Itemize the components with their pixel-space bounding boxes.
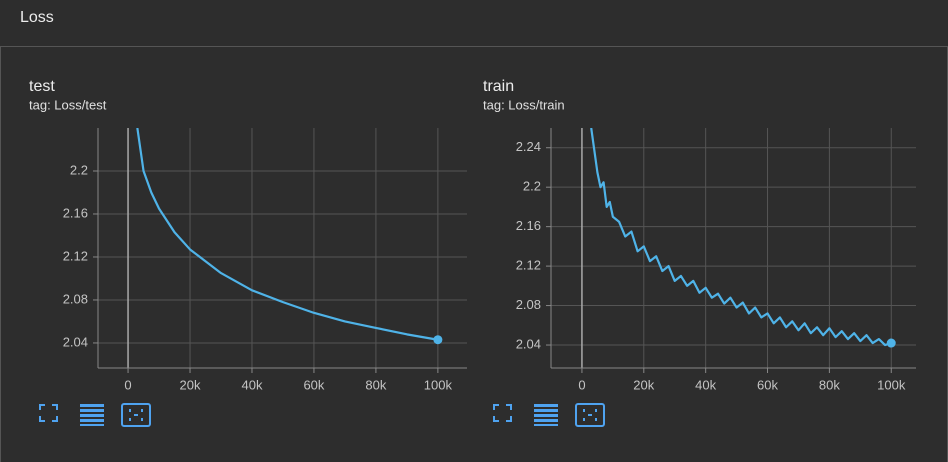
chart-toolbar bbox=[493, 403, 605, 427]
fit-domain-button[interactable] bbox=[121, 403, 151, 427]
y-tick-label: 2.16 bbox=[63, 205, 88, 220]
x-tick-label: 80k bbox=[365, 377, 386, 392]
y-tick-label: 2.24 bbox=[516, 139, 541, 154]
x-tick-label: 100k bbox=[877, 377, 906, 392]
x-tick-label: 60k bbox=[757, 377, 778, 392]
chart-toolbar bbox=[39, 403, 151, 427]
series-line bbox=[136, 128, 439, 341]
chart-subtitle: tag: Loss/train bbox=[483, 97, 565, 112]
group-title: Loss bbox=[20, 9, 54, 26]
x-tick-label: 60k bbox=[303, 377, 324, 392]
y-tick-label: 2.12 bbox=[63, 248, 88, 263]
y-tick-label: 2.08 bbox=[516, 297, 541, 312]
log-scale-button[interactable] bbox=[80, 404, 104, 426]
x-tick-label: 40k bbox=[241, 377, 262, 392]
x-tick-label: 20k bbox=[633, 377, 654, 392]
y-tick-label: 2.04 bbox=[516, 336, 541, 351]
fullscreen-button[interactable] bbox=[39, 404, 58, 422]
x-tick-label: 0 bbox=[124, 377, 131, 392]
x-tick-label: 100k bbox=[424, 377, 453, 392]
y-tick-label: 2.16 bbox=[516, 218, 541, 233]
last-point bbox=[433, 335, 443, 345]
x-tick-label: 0 bbox=[578, 377, 585, 392]
chart-subtitle: tag: Loss/test bbox=[29, 97, 107, 112]
x-tick-label: 20k bbox=[180, 377, 201, 392]
series-line bbox=[590, 128, 892, 347]
x-tick-label: 40k bbox=[695, 377, 716, 392]
y-tick-label: 2.2 bbox=[70, 162, 88, 177]
y-tick-label: 2.12 bbox=[516, 258, 541, 273]
fullscreen-button[interactable] bbox=[493, 404, 512, 422]
chart-title: train bbox=[483, 78, 514, 95]
y-tick-label: 2.04 bbox=[63, 334, 88, 349]
last-point bbox=[886, 338, 896, 348]
fit-domain-button[interactable] bbox=[575, 403, 605, 427]
chart-title: test bbox=[29, 78, 55, 95]
y-tick-label: 2.2 bbox=[523, 179, 541, 194]
log-scale-button[interactable] bbox=[534, 404, 558, 426]
x-tick-label: 80k bbox=[819, 377, 840, 392]
y-tick-label: 2.08 bbox=[63, 291, 88, 306]
